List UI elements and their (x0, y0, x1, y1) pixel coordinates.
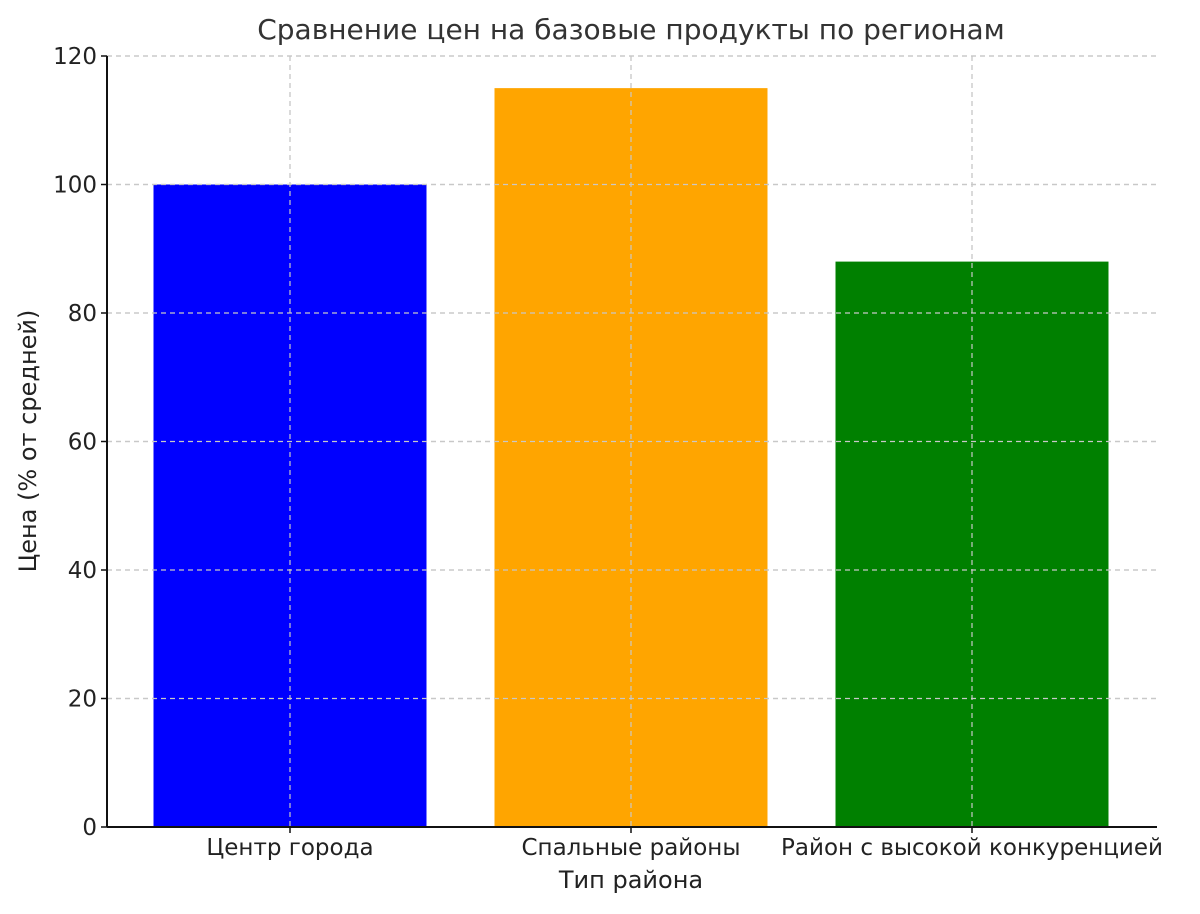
y-tick-label: 20 (68, 687, 97, 713)
tick-labels: 0 20 40 60 80 100 120 Центр города Спальные райо… (53, 44, 1163, 861)
bar (153, 184, 427, 827)
y-tick-label: 0 (82, 815, 97, 841)
y-tick-label: 60 (68, 430, 97, 456)
y-tick-label: 40 (68, 558, 97, 584)
y-tick-label: 100 (53, 173, 97, 199)
y-axis-label: Цена (% от средней) (14, 310, 42, 573)
x-tick-label: Район с высокой конкуренцией (781, 835, 1163, 861)
y-tick-label: 120 (53, 44, 97, 70)
y-tick-label: 80 (68, 301, 97, 327)
bars (107, 55, 1157, 828)
axes (101, 55, 1157, 833)
x-axis-label: Тип района (558, 866, 703, 894)
x-tick-label: Спальные районы (521, 835, 740, 861)
x-tick-label: Центр города (206, 835, 373, 861)
chart-title: Сравнение цен на базовые продукты по рег… (257, 13, 1005, 46)
